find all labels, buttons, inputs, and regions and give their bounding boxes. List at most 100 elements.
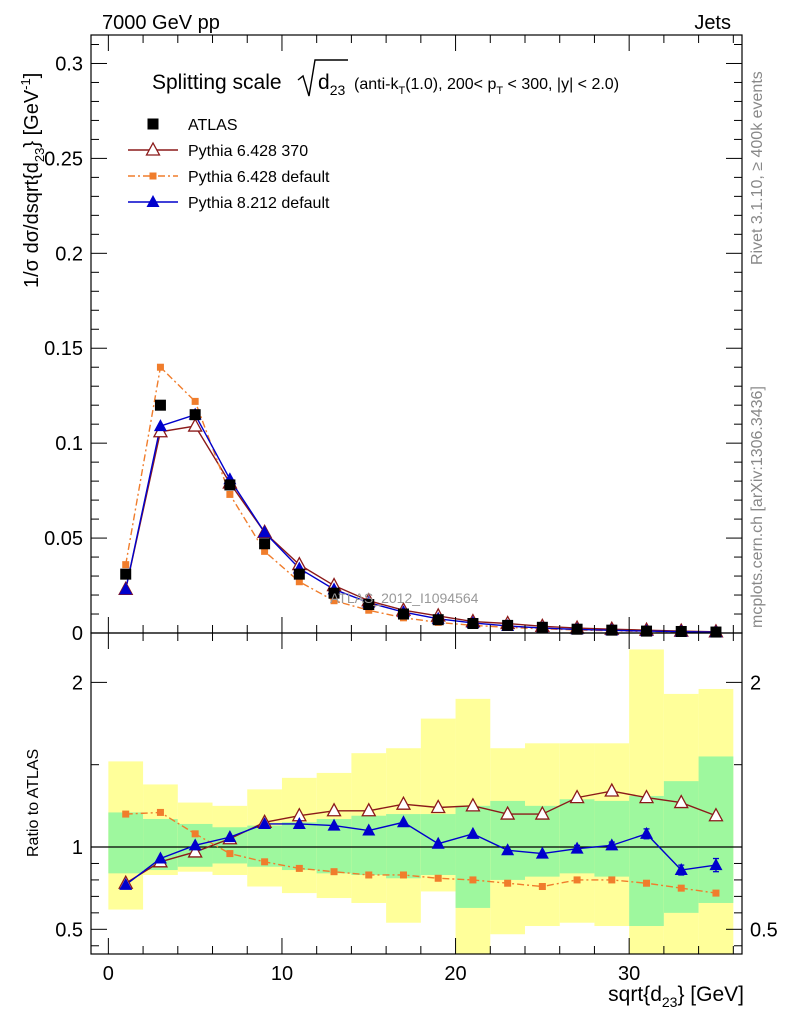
ratio-stat-band: [559, 799, 595, 874]
main-point-pythia-8-212-default: [119, 582, 133, 595]
ratio-panel-frame: [90, 632, 743, 955]
mcplots-credit-note: mcplots.cern.ch [arXiv:1306.3436]: [749, 386, 766, 628]
main-point-pythia-8-212-default: [153, 419, 167, 432]
ratio-point-pythia-8-212-default: [292, 816, 306, 829]
main-point-atlas: [328, 587, 340, 599]
main-point-pythia-6-428-default: [191, 397, 199, 405]
header-process-label: Jets: [694, 12, 731, 34]
main-point-pythia-6-428-default: [261, 547, 269, 555]
main-point-atlas: [467, 618, 479, 630]
ratio-point-pythia-6-428-370: [465, 797, 481, 812]
ratio-point-pythia-6-428-370: [534, 805, 550, 820]
ratio-point-pythia-6-428-370: [708, 807, 724, 822]
ratio-point-pythia-6-428-370: [361, 802, 377, 817]
ratio-point-pythia-6-428-370: [326, 802, 342, 817]
ratio-point-pythia-8-212-default: [674, 863, 688, 876]
main-point-pythia-6-428-default: [365, 606, 373, 614]
ratio-point-pythia-8-212-default: [466, 826, 480, 839]
ratio-stat-band: [698, 756, 734, 903]
main-point-atlas: [224, 479, 236, 491]
main-point-atlas: [397, 608, 409, 620]
main-point-atlas: [606, 624, 618, 636]
ratio-line-pythia-6-428-default: [125, 811, 717, 894]
main-point-atlas: [154, 399, 166, 411]
ratio-point-pythia-8-212-default: [188, 838, 202, 851]
ratio-point-pythia-6-428-default: [677, 884, 685, 892]
legend-label-pythia-6-428-370: Pythia 6.428 370: [188, 143, 308, 160]
ratio-point-pythia-8-212-default: [396, 815, 410, 828]
ratio-point-pythia-6-428-default: [469, 876, 477, 884]
main-y-axis-label: 1/σ dσ/dsqrt{d23} [GeV-1]: [18, 73, 47, 288]
main-point-pythia-6-428-default: [122, 561, 130, 569]
ratio-panel-plot-area: [118, 782, 724, 897]
ratio-point-pythia-6-428-370: [187, 843, 203, 858]
x-tick-label: 10: [271, 963, 293, 985]
chart-title: Splitting scale d23 (anti-kT(1.0), 200< …: [152, 59, 619, 98]
ratio-point-pythia-6-428-default: [330, 868, 338, 876]
ratio-point-pythia-6-428-default: [504, 879, 512, 887]
ratio-point-pythia-8-212-default: [153, 851, 167, 864]
legend: ATLAS Pythia 6.428 370 Pythia 6.428 defaul…: [128, 117, 330, 212]
x-axis-label: sqrt{d23} [GeV]: [608, 983, 744, 1010]
main-line-pythia-6-428-default: [125, 365, 716, 633]
main-point-atlas: [710, 626, 722, 638]
legend-marker-pythia-6-428-370: [145, 141, 161, 156]
chart-title-prefix: Splitting scale: [152, 71, 282, 94]
ratio-y-tick-label-left: 2: [72, 672, 83, 694]
ratio-point-pythia-8-212-default: [119, 877, 133, 890]
main-y-tick-label: 0: [72, 623, 83, 645]
main-y-tick-label: 0.05: [44, 528, 83, 550]
analysis-watermark: ATLAS_2012_I1094564: [330, 590, 479, 606]
ratio-stat-band: [455, 805, 491, 908]
main-point-atlas: [571, 623, 583, 635]
ratio-y-tick-label-right: 0.5: [750, 919, 778, 941]
main-point-atlas: [641, 625, 653, 637]
header-collision-label: 7000 GeV pp: [102, 12, 220, 34]
x-tick-label: 20: [444, 963, 466, 985]
ratio-point-pythia-6-428-370: [569, 789, 585, 804]
ratio-point-pythia-8-212-default: [501, 843, 515, 856]
main-point-pythia-6-428-default: [156, 363, 164, 371]
ratio-point-pythia-8-212-default: [431, 836, 445, 849]
ratio-point-pythia-6-428-default: [365, 871, 373, 879]
ratio-point-pythia-6-428-default: [399, 871, 407, 879]
x-tick-label: 0: [103, 963, 114, 985]
main-y-tick-label: 0.25: [44, 148, 83, 170]
main-y-tick-label: 0.2: [55, 243, 83, 265]
legend-marker-atlas: [147, 118, 159, 130]
ratio-point-pythia-8-212-default: [258, 816, 272, 829]
ratio-y-axis-label: Ratio to ATLAS: [25, 749, 42, 857]
main-point-atlas: [259, 538, 271, 550]
main-point-atlas: [189, 409, 201, 421]
ratio-point-pythia-6-428-default: [191, 830, 199, 838]
main-y-tick-label: 0.3: [55, 53, 83, 75]
rivet-version-note: Rivet 3.1.10, ≥ 400k events: [749, 71, 766, 265]
ratio-point-pythia-8-212-default: [535, 846, 549, 859]
ratio-point-pythia-6-428-370: [638, 789, 655, 804]
ratio-y-tick-label-left: 1: [72, 837, 83, 859]
ratio-point-pythia-6-428-default: [156, 808, 164, 816]
ratio-line-pythia-8-212-default: [125, 821, 717, 886]
ratio-point-pythia-8-212-default: [605, 838, 619, 851]
ratio-point-pythia-6-428-default: [573, 876, 581, 884]
legend-label-atlas: ATLAS: [188, 117, 238, 134]
main-point-atlas: [536, 621, 548, 633]
ratio-point-pythia-6-428-default: [226, 850, 234, 858]
ratio-point-pythia-6-428-default: [538, 883, 546, 891]
main-panel-axes: 0 0.05 0.1 0.15 0.2 0.25 0.3: [44, 35, 742, 645]
legend-marker-pythia-8-212-default: [146, 195, 160, 207]
ratio-y-tick-label-left: 0.5: [55, 919, 83, 941]
legend-marker-pythia-6-428-default: [149, 172, 157, 180]
ratio-point-pythia-6-428-default: [643, 879, 651, 887]
ratio-stat-band: [629, 795, 664, 927]
ratio-point-pythia-8-212-default: [362, 823, 376, 836]
ratio-point-pythia-8-212-default: [640, 826, 654, 839]
legend-label-pythia-8-212-default: Pythia 8.212 default: [188, 195, 330, 212]
main-line-pythia-8-212-default: [125, 413, 716, 633]
ratio-stat-band: [108, 812, 144, 874]
main-point-pythia-6-428-default: [226, 490, 234, 498]
main-y-tick-label: 0.15: [44, 338, 83, 360]
main-point-atlas: [432, 614, 444, 626]
chart-title-variable: d23: [318, 71, 345, 98]
